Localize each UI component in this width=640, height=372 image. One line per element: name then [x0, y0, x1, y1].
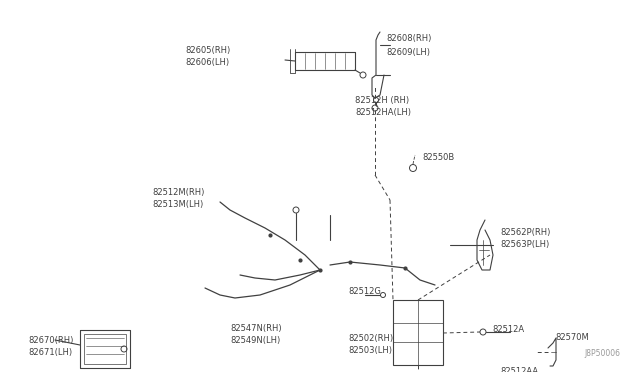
Bar — [393, 300, 443, 365]
Text: 82512HA(LH): 82512HA(LH) — [355, 109, 411, 118]
Text: 82608(RH): 82608(RH) — [386, 33, 431, 42]
Bar — [84, 334, 126, 364]
Text: 82550B: 82550B — [422, 154, 454, 163]
Text: 82547N(RH): 82547N(RH) — [230, 324, 282, 333]
Text: 82503(LH): 82503(LH) — [348, 346, 392, 356]
Text: J8P50006: J8P50006 — [584, 349, 620, 358]
Text: 82512M(RH): 82512M(RH) — [152, 187, 204, 196]
Text: 82563P(LH): 82563P(LH) — [500, 241, 549, 250]
Text: 82562P(RH): 82562P(RH) — [500, 228, 550, 237]
Text: 82570M: 82570M — [555, 334, 589, 343]
Text: 82512AA: 82512AA — [500, 368, 538, 372]
Text: 82549N(LH): 82549N(LH) — [230, 337, 280, 346]
Text: 82512H (RH): 82512H (RH) — [355, 96, 409, 105]
Text: 82605(RH): 82605(RH) — [185, 45, 230, 55]
Text: 82512A: 82512A — [492, 326, 524, 334]
Text: 82512G: 82512G — [348, 288, 381, 296]
Text: 82513M(LH): 82513M(LH) — [152, 201, 204, 209]
Text: 82670(RH): 82670(RH) — [28, 336, 74, 344]
Text: 82502(RH): 82502(RH) — [348, 334, 393, 343]
Text: 82671(LH): 82671(LH) — [28, 349, 72, 357]
Text: 82609(LH): 82609(LH) — [386, 48, 430, 57]
Text: 82606(LH): 82606(LH) — [185, 58, 229, 67]
